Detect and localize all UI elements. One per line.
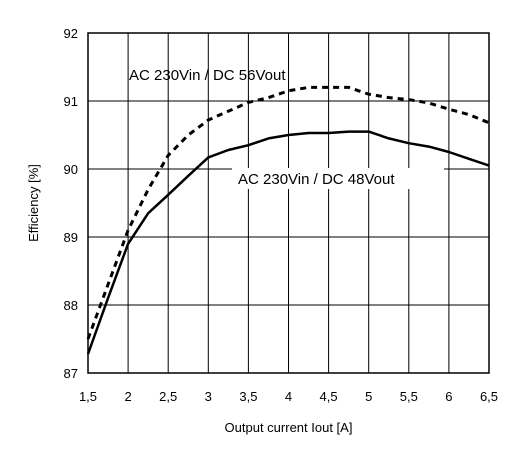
y-tick-label: 88 — [64, 298, 78, 313]
x-tick-label: 3,5 — [239, 389, 257, 404]
y-axis-label: Efficiency [%] — [26, 164, 41, 242]
annotations: AC 230Vin / DC 56Vout AC 230Vin / DC 48V… — [129, 67, 444, 189]
x-axis-label: Output current Iout [A] — [225, 420, 353, 435]
x-tick-label: 1,5 — [79, 389, 97, 404]
x-tick-label: 5,5 — [400, 389, 418, 404]
y-tick-label: 87 — [64, 366, 78, 381]
tick-labels: 1,5 2 2,5 3 3,5 4 4,5 5 5,5 6 6,5 87 88 89 90 91 92 — [64, 26, 499, 404]
series-line-56vout — [86, 85, 490, 340]
annotation-background-48v — [232, 168, 444, 189]
y-tick-label: 90 — [64, 162, 78, 177]
series-layer — [86, 85, 490, 355]
x-tick-label: 5 — [365, 389, 372, 404]
y-tick-label: 89 — [64, 230, 78, 245]
x-tick-label: 2 — [124, 389, 131, 404]
annotation-56vout: AC 230Vin / DC 56Vout — [129, 67, 286, 84]
x-tick-label: 4 — [285, 389, 292, 404]
annotation-48vout: AC 230Vin / DC 48Vout — [238, 171, 395, 188]
x-tick-label: 6 — [445, 389, 452, 404]
x-tick-label: 2,5 — [159, 389, 177, 404]
x-tick-label: 4,5 — [320, 389, 338, 404]
y-tick-label: 91 — [64, 94, 78, 109]
x-tick-label: 3 — [205, 389, 212, 404]
y-tick-label: 92 — [64, 26, 78, 41]
grid — [88, 33, 489, 373]
series-line-48vout — [86, 130, 490, 355]
x-tick-label: 6,5 — [480, 389, 498, 404]
plot-border — [87, 32, 490, 374]
